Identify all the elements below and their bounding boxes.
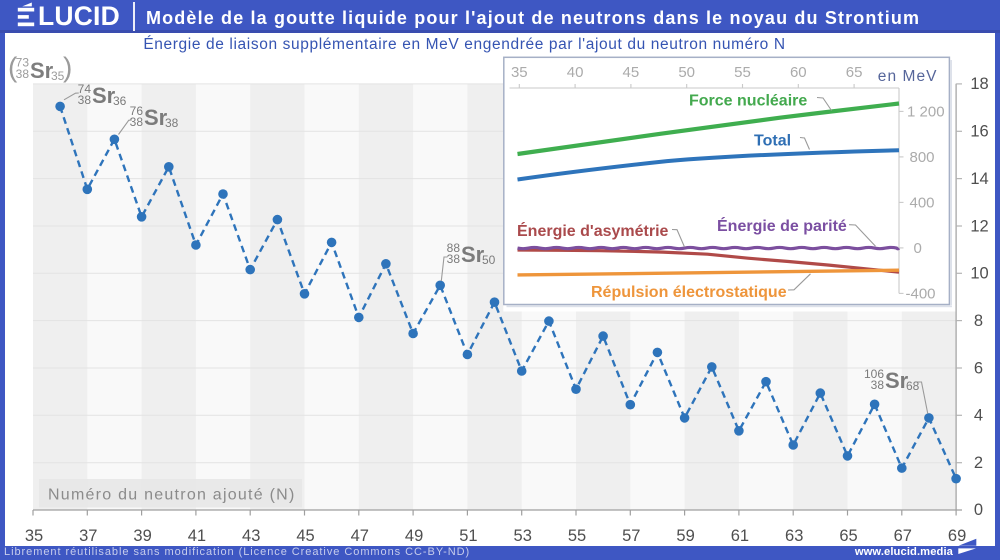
svg-text:36: 36 — [113, 94, 127, 108]
svg-text:14: 14 — [970, 170, 988, 188]
svg-text:65: 65 — [839, 527, 857, 545]
svg-text:400: 400 — [910, 194, 935, 211]
svg-text:35: 35 — [25, 527, 43, 545]
svg-text:0: 0 — [914, 240, 922, 257]
svg-text:800: 800 — [910, 149, 935, 166]
svg-text:Énergie de parité: Énergie de parité — [717, 216, 847, 235]
svg-text:47: 47 — [351, 527, 369, 545]
svg-text:38: 38 — [165, 116, 179, 130]
svg-text:(: ( — [8, 52, 18, 83]
svg-text:49: 49 — [405, 527, 423, 545]
svg-text:4: 4 — [974, 407, 983, 425]
svg-text:55: 55 — [568, 527, 586, 545]
svg-text:55: 55 — [734, 64, 751, 81]
svg-text:38: 38 — [78, 93, 92, 107]
svg-text:106: 106 — [864, 367, 884, 381]
svg-text:73: 73 — [16, 56, 30, 70]
svg-text:8: 8 — [974, 312, 983, 330]
svg-text:38: 38 — [16, 67, 30, 81]
svg-text:53: 53 — [514, 527, 532, 545]
svg-text:6: 6 — [974, 359, 983, 377]
svg-text:1 200: 1 200 — [907, 103, 945, 120]
svg-text:57: 57 — [622, 527, 640, 545]
svg-text:Sr: Sr — [461, 242, 485, 267]
svg-text:61: 61 — [731, 527, 749, 545]
svg-text:35: 35 — [51, 69, 65, 83]
svg-text:59: 59 — [676, 527, 694, 545]
svg-text:50: 50 — [482, 253, 496, 267]
svg-text:Énergie d'asymétrie: Énergie d'asymétrie — [517, 221, 669, 240]
svg-text:Total: Total — [754, 133, 791, 150]
svg-text:10: 10 — [970, 265, 988, 283]
svg-text:38: 38 — [447, 252, 461, 266]
svg-text:2: 2 — [974, 454, 983, 472]
svg-text:51: 51 — [459, 527, 477, 545]
svg-text:Sr: Sr — [92, 83, 116, 108]
svg-text:Sr: Sr — [144, 105, 168, 130]
svg-text:45: 45 — [623, 64, 640, 81]
svg-text:37: 37 — [79, 527, 97, 545]
svg-text:0: 0 — [974, 501, 983, 519]
svg-text:45: 45 — [296, 527, 314, 545]
svg-text:74: 74 — [78, 82, 92, 96]
svg-text:63: 63 — [785, 527, 803, 545]
svg-text:en MeV: en MeV — [878, 68, 938, 85]
svg-text:67: 67 — [894, 527, 912, 545]
svg-text:60: 60 — [790, 64, 807, 81]
svg-text:65: 65 — [846, 64, 863, 81]
svg-text:41: 41 — [188, 527, 206, 545]
svg-text:35: 35 — [511, 64, 528, 81]
svg-text:-400: -400 — [906, 285, 936, 302]
svg-text:40: 40 — [567, 64, 584, 81]
svg-text:): ) — [63, 52, 72, 83]
svg-text:Sr: Sr — [30, 58, 54, 83]
svg-text:16: 16 — [970, 123, 988, 141]
svg-text:88: 88 — [447, 241, 461, 255]
svg-text:12: 12 — [970, 217, 988, 235]
svg-text:39: 39 — [133, 527, 151, 545]
svg-text:Numéro du neutron ajouté (N): Numéro du neutron ajouté (N) — [48, 487, 296, 504]
svg-text:Force nucléaire: Force nucléaire — [689, 93, 807, 110]
svg-text:68: 68 — [906, 379, 920, 393]
svg-text:69: 69 — [948, 527, 966, 545]
svg-text:38: 38 — [871, 378, 885, 392]
svg-text:43: 43 — [242, 527, 260, 545]
svg-text:50: 50 — [678, 64, 695, 81]
svg-text:38: 38 — [130, 115, 144, 129]
svg-text:18: 18 — [970, 75, 988, 93]
svg-text:Répulsion électrostatique: Répulsion électrostatique — [591, 284, 787, 301]
svg-text:Sr: Sr — [885, 368, 909, 393]
svg-text:76: 76 — [130, 104, 144, 118]
